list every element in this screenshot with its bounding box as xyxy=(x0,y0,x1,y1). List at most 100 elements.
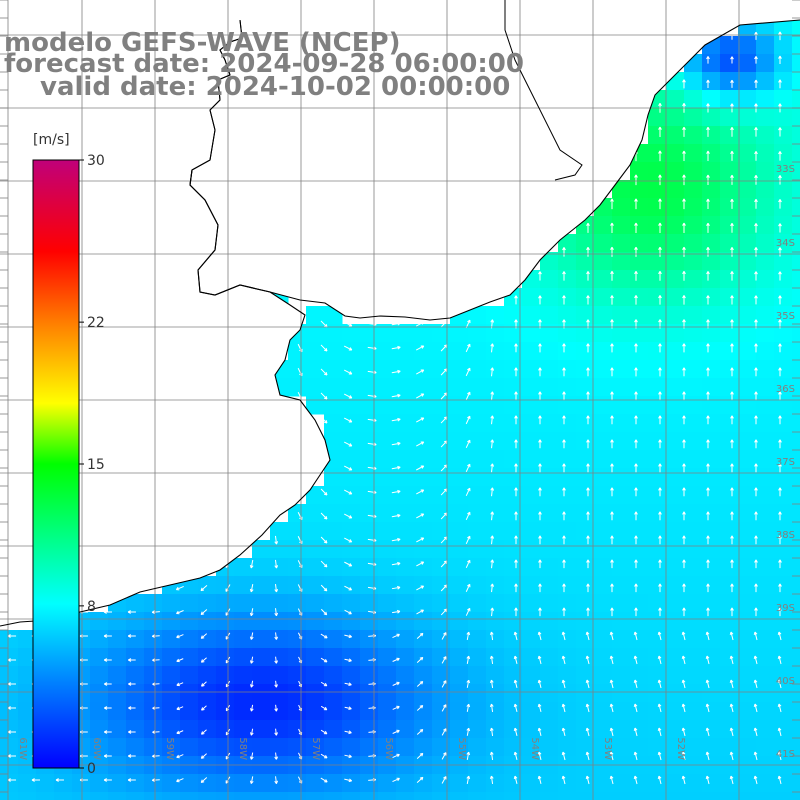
wind-speed-cell xyxy=(450,648,469,667)
wind-speed-cell xyxy=(324,612,343,631)
wind-arrow xyxy=(465,343,471,353)
wind-speed-cell xyxy=(738,162,757,181)
wind-speed-cell xyxy=(684,252,703,271)
wind-arrow xyxy=(320,777,328,783)
wind-speed-cell xyxy=(576,324,595,343)
wind-speed-cell xyxy=(594,702,613,721)
wind-speed-cell xyxy=(774,522,793,541)
wind-speed-cell xyxy=(756,468,775,487)
wind-speed-cell xyxy=(360,648,379,667)
wind-speed-cell xyxy=(144,792,163,800)
wind-speed-cell xyxy=(720,738,739,757)
wind-arrow xyxy=(706,607,710,617)
wind-speed-cell xyxy=(504,432,523,451)
wind-arrow xyxy=(537,727,542,737)
colorbar-tick-label: 22 xyxy=(87,315,105,331)
wind-speed-cell xyxy=(450,468,469,487)
wind-speed-cell xyxy=(126,792,145,800)
wind-speed-cell xyxy=(270,594,289,613)
wind-speed-cell xyxy=(378,558,397,577)
wind-speed-cell xyxy=(738,180,757,199)
wind-speed-cell xyxy=(18,738,37,757)
wind-speed-cell xyxy=(558,432,577,451)
wind-speed-cell xyxy=(612,288,631,307)
wind-speed-cell xyxy=(432,558,451,577)
wind-arrow xyxy=(274,559,279,569)
wind-speed-cell xyxy=(90,720,109,739)
wind-speed-cell xyxy=(576,432,595,451)
wind-speed-cell xyxy=(0,684,19,703)
wind-arrow xyxy=(249,632,254,640)
wind-arrow xyxy=(729,751,734,761)
wind-arrow xyxy=(416,656,424,663)
wind-arrow xyxy=(705,751,710,761)
wind-speed-cell xyxy=(522,576,541,595)
wind-speed-cell xyxy=(738,324,757,343)
wind-speed-cell xyxy=(198,576,217,595)
wind-arrow xyxy=(489,703,494,712)
wind-arrow xyxy=(344,682,352,687)
wind-speed-cell xyxy=(756,252,775,271)
wind-arrow xyxy=(513,631,518,641)
wind-speed-cell xyxy=(594,252,613,271)
wind-arrow xyxy=(754,199,758,209)
wind-speed-cell xyxy=(288,792,307,800)
wind-arrow xyxy=(754,223,758,233)
wind-speed-cell xyxy=(342,486,361,505)
wind-speed-cell xyxy=(720,288,739,307)
wind-speed-cell xyxy=(630,378,649,397)
wind-arrow xyxy=(778,511,782,521)
wind-speed-cell xyxy=(792,144,800,163)
wind-arrow xyxy=(585,703,590,713)
wind-speed-cell xyxy=(576,360,595,379)
wind-arrow xyxy=(658,246,662,257)
wind-speed-cell xyxy=(180,666,199,685)
wind-speed-cell xyxy=(180,648,199,667)
wind-speed-cell xyxy=(486,612,505,631)
wind-arrow xyxy=(778,175,782,185)
wind-speed-cell xyxy=(522,666,541,685)
wind-arrow xyxy=(514,343,518,353)
wind-arrow xyxy=(466,775,471,785)
wind-speed-cell xyxy=(306,378,325,397)
wind-speed-cell xyxy=(252,558,271,577)
wind-speed-cell xyxy=(630,288,649,307)
wind-speed-cell xyxy=(396,630,415,649)
wind-speed-cell xyxy=(684,126,703,145)
wind-speed-cell xyxy=(630,234,649,253)
wind-speed-cell xyxy=(486,360,505,379)
wind-speed-cell xyxy=(396,702,415,721)
wind-arrow xyxy=(610,511,614,521)
wind-speed-cell xyxy=(198,702,217,721)
valid-date: valid date: 2024-10-02 00:00:00 xyxy=(40,72,511,102)
wind-speed-cell xyxy=(468,360,487,379)
wind-speed-cell xyxy=(342,612,361,631)
wind-arrow xyxy=(320,344,328,352)
wind-speed-cell xyxy=(720,396,739,415)
wind-arrow xyxy=(465,583,471,592)
wind-speed-cell xyxy=(324,432,343,451)
wind-arrow xyxy=(682,150,686,162)
wind-arrow xyxy=(537,655,542,665)
wind-speed-cell xyxy=(378,396,397,415)
wind-arrow xyxy=(658,126,662,137)
wind-speed-cell xyxy=(18,720,37,739)
wind-speed-cell xyxy=(720,90,739,109)
wind-speed-cell xyxy=(234,594,253,613)
wind-speed-cell xyxy=(720,612,739,631)
wind-speed-cell xyxy=(738,774,757,793)
wind-arrow xyxy=(489,679,494,688)
wind-speed-cell xyxy=(702,288,721,307)
wind-arrow xyxy=(610,535,614,545)
wind-speed-cell xyxy=(216,576,235,595)
wind-speed-cell xyxy=(720,198,739,217)
wind-arrow xyxy=(391,441,401,446)
wind-speed-cell xyxy=(738,612,757,631)
wind-arrow xyxy=(634,391,638,401)
wind-speed-cell xyxy=(198,666,217,685)
wind-arrow xyxy=(705,703,710,713)
wind-speed-cell xyxy=(666,738,685,757)
wind-speed-cell xyxy=(666,558,685,577)
wind-speed-cell xyxy=(648,342,667,361)
wind-speed-cell xyxy=(612,252,631,271)
